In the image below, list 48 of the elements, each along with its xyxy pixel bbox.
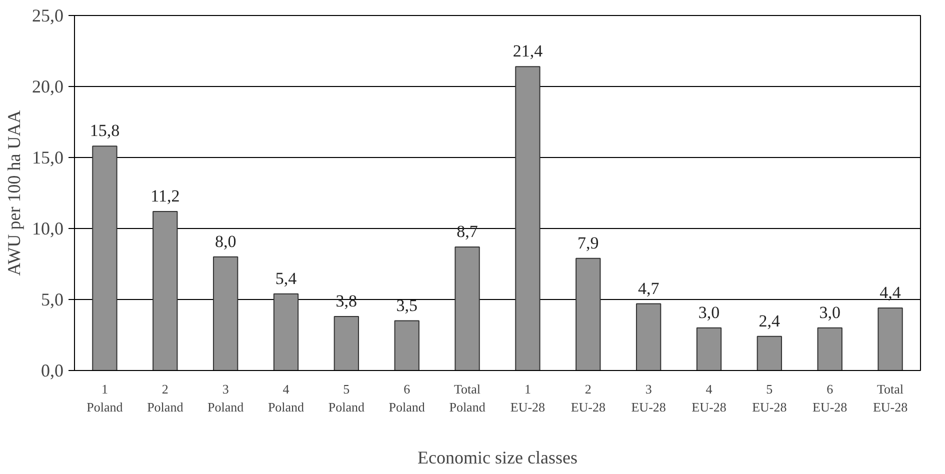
x-tick-label: 1 EU-28: [510, 382, 546, 414]
x-tick-label: 4 Poland: [268, 382, 305, 414]
y-tick-label: 10,0: [32, 218, 64, 238]
data-label: 21,4: [512, 42, 544, 61]
bar: [152, 210, 178, 370]
x-tick-label: 4 EU-28: [692, 382, 726, 414]
y-tick-label: 5,0: [41, 290, 64, 310]
y-tick-label: 15,0: [32, 148, 64, 168]
x-axis-title: Economic size classes: [418, 448, 578, 468]
data-label: 15,8: [90, 121, 120, 140]
data-label: 8,0: [214, 232, 236, 251]
bar: [273, 293, 299, 370]
x-tick-label: 6 Poland: [388, 382, 426, 414]
data-label: 2,4: [758, 311, 781, 330]
bar: [756, 336, 782, 370]
data-label: 3,5: [396, 296, 418, 315]
bar: [515, 66, 540, 370]
bar: [817, 327, 842, 370]
x-tick-label: 5 Poland: [328, 382, 365, 414]
data-label: 7,9: [578, 233, 599, 252]
x-tick-label: 3 EU-28: [631, 382, 666, 414]
bar: [454, 246, 480, 370]
y-tick-label: 20,0: [32, 76, 64, 96]
x-tick-label: 5 EU-28: [752, 382, 787, 414]
x-tick-label: 2 EU-28: [570, 382, 606, 414]
bar: [878, 308, 903, 370]
data-label: 3,0: [819, 302, 840, 322]
bar: [334, 316, 360, 370]
bar: [696, 327, 722, 370]
y-axis-title: AWU per 100 ha UAA: [4, 110, 24, 276]
bar: [394, 320, 420, 370]
y-tick-label: 25,0: [32, 6, 64, 26]
x-tick-label: 1 Poland: [86, 382, 124, 414]
x-tick-label: Total EU-28: [872, 382, 908, 414]
x-tick-label: 3 Poland: [208, 382, 244, 414]
y-tick-label: 0,0: [41, 360, 64, 380]
bar: [636, 303, 662, 370]
data-label: 4,7: [638, 278, 660, 298]
data-label: 5,4: [275, 268, 298, 288]
data-label: 4,4: [880, 283, 902, 302]
bar: [92, 146, 118, 370]
data-label: 3,0: [698, 302, 720, 322]
bar: [576, 258, 601, 370]
data-label: 11,2: [150, 186, 180, 206]
x-tick-label: Total Poland: [449, 382, 486, 414]
bar: [212, 256, 238, 370]
x-tick-label: 6 EU-28: [812, 382, 848, 414]
x-tick-label: 2 Poland: [147, 382, 184, 414]
